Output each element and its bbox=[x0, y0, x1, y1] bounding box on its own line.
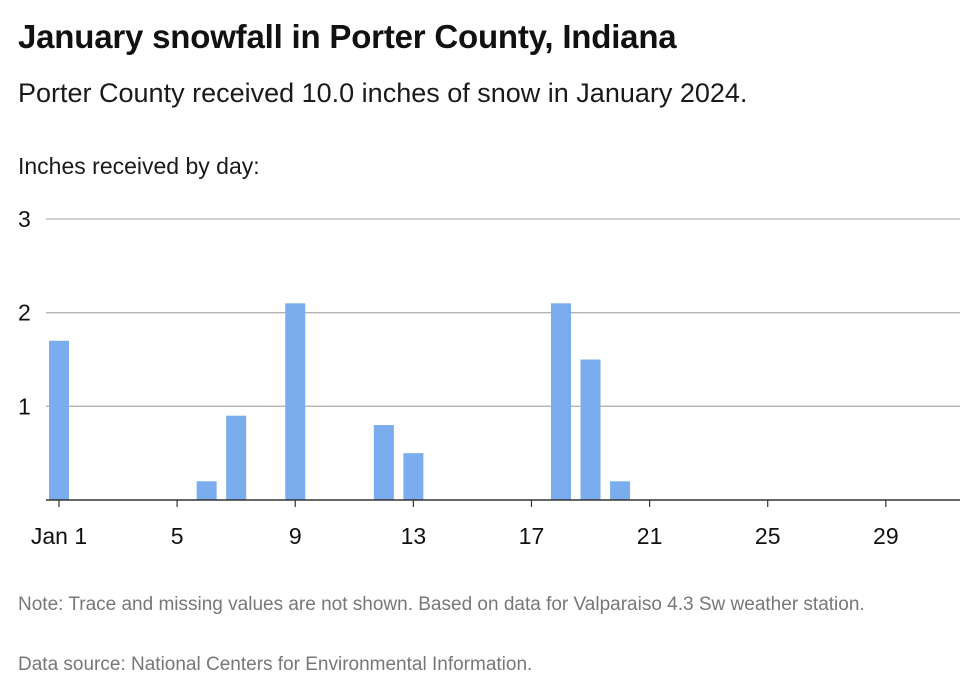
bar-day-18 bbox=[551, 303, 572, 500]
x-tick-label: 25 bbox=[755, 523, 781, 549]
x-tick-label: 17 bbox=[519, 523, 545, 549]
x-tick-label: 9 bbox=[289, 523, 302, 549]
bar-chart: 1 2 3 Jan 1 5 9 13 17 21 25 29 bbox=[18, 206, 960, 549]
x-tick-label: 29 bbox=[873, 523, 899, 549]
bar-day-20 bbox=[610, 481, 631, 500]
chart-note: Note: Trace and missing values are not s… bbox=[18, 594, 865, 615]
y-tick-label: 2 bbox=[18, 300, 31, 326]
bar-day-12 bbox=[373, 425, 394, 500]
chart-title: January snowfall in Porter County, India… bbox=[18, 18, 677, 55]
bar-day-13 bbox=[403, 453, 424, 500]
x-tick-label: Jan 1 bbox=[31, 523, 87, 549]
y-tick-label: 3 bbox=[18, 206, 31, 232]
x-tick-label: 13 bbox=[401, 523, 427, 549]
bar-day-7 bbox=[226, 415, 247, 500]
bar-day-19 bbox=[580, 359, 601, 500]
chart-subtitle: Porter County received 10.0 inches of sn… bbox=[18, 78, 748, 108]
bar-day-6 bbox=[196, 481, 217, 500]
bar-day-9 bbox=[285, 303, 306, 500]
x-tick-label: 5 bbox=[171, 523, 184, 549]
x-tick-label: 21 bbox=[637, 523, 663, 549]
y-axis-label: Inches received by day: bbox=[18, 153, 260, 179]
bar-day-1 bbox=[49, 340, 69, 500]
data-source: Data source: National Centers for Enviro… bbox=[18, 654, 533, 675]
y-tick-label: 1 bbox=[18, 393, 31, 419]
